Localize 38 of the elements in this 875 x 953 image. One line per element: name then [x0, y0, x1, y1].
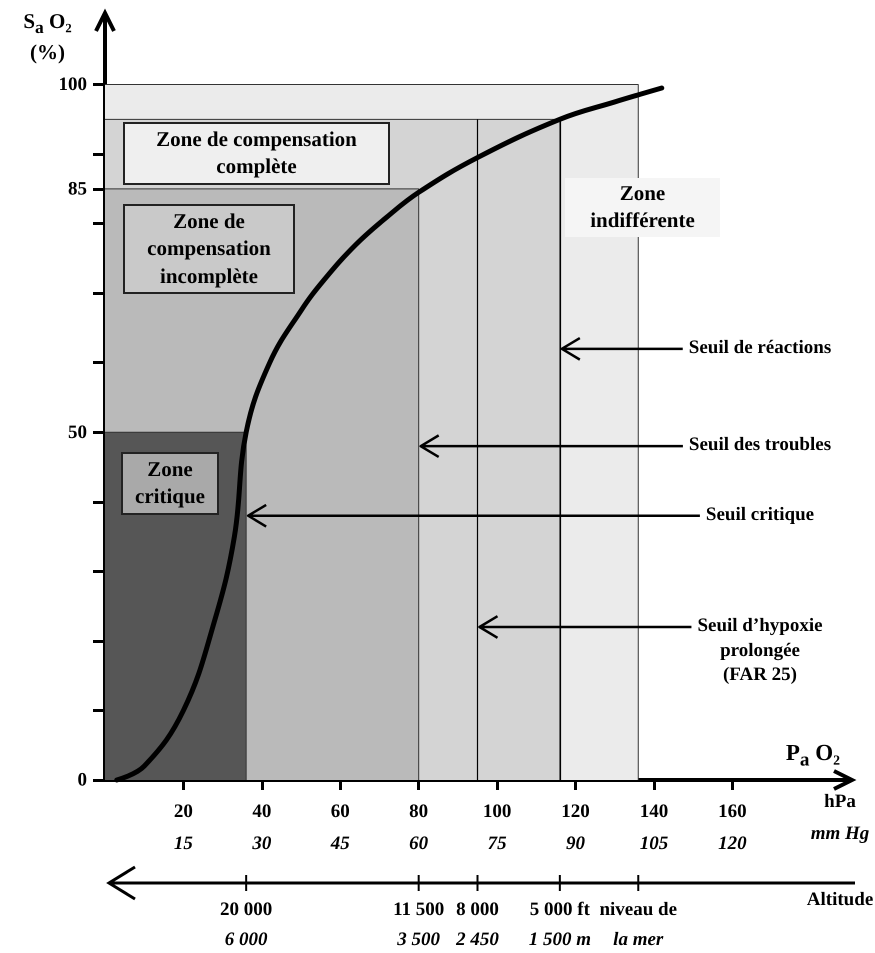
x-tick-label: 40: [252, 801, 272, 822]
text: Altitude: [806, 888, 874, 912]
x2-tick-label: 105: [640, 833, 669, 854]
series-label: Zone critique: [121, 452, 219, 515]
y-axis-title: S$_{a}$ O₂ (%): [22, 8, 73, 66]
x2-tick-label: 60: [409, 833, 429, 854]
series-label: Zone de compensation incomplète: [123, 204, 295, 294]
annotation: niveau de la mer: [599, 898, 678, 952]
x2-tick-label: 30: [251, 833, 272, 854]
y-tick-label: 100: [58, 74, 87, 96]
x-tick-label: 60: [330, 801, 350, 822]
series-label: Zone de compensation complète: [123, 122, 390, 185]
x-axis-title: P$_{a}$ O₂: [786, 739, 840, 773]
x2-tick-label: 15: [174, 833, 194, 854]
x2-tick-label: 120: [718, 833, 748, 854]
x2-tick-label: 45: [330, 833, 350, 854]
y-tick-label: 85: [68, 178, 87, 200]
x-tick-label: 120: [561, 801, 590, 822]
series-label: Zone indifférente: [565, 178, 720, 237]
x-tick-label: 140: [640, 801, 668, 822]
annotation: Seuil de réactions: [688, 336, 832, 360]
annotation: 11 500 3 500: [393, 898, 444, 952]
annotation: Seuil des troubles: [688, 433, 832, 458]
y-tick-label: 0: [78, 770, 87, 790]
text: hPa: [823, 790, 857, 814]
annotation: 8 000 2 450: [456, 898, 499, 952]
x-tick-label: 100: [482, 801, 512, 822]
annotation: 20 000 6 000: [220, 898, 272, 952]
x-tick-label: 160: [718, 801, 747, 822]
annotation: Seuil d’hypoxie prolongée (FAR 25): [697, 614, 823, 688]
x-tick-label: 80: [409, 801, 428, 822]
x-tick-label: 20: [174, 801, 193, 822]
x2-tick-label: 90: [566, 833, 586, 854]
annotation: 5 000 ft 1 500 m: [528, 898, 591, 952]
y-tick-label: 50: [68, 422, 87, 443]
text: mm Hg: [810, 822, 870, 846]
annotation: Seuil critique: [706, 502, 814, 527]
x2-tick-label: 75: [488, 833, 508, 854]
